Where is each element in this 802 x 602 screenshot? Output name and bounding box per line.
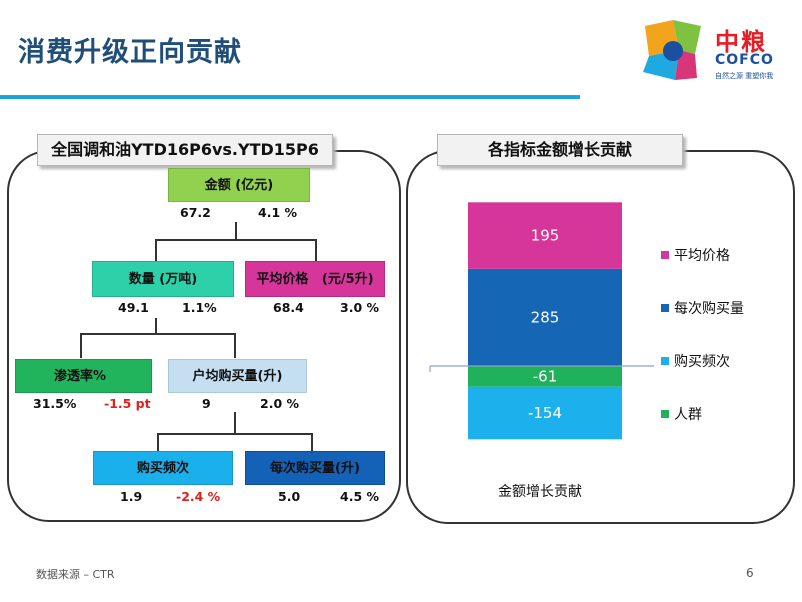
header-rule-blue [0, 96, 580, 99]
bar-segment-人群 [468, 366, 622, 387]
legend-label: 购买频次 [674, 354, 730, 370]
data-label: 195 [531, 227, 560, 245]
node-frequency-value: 1.9 [120, 489, 143, 504]
node-per-purchase-growth: 4.5 % [340, 489, 380, 504]
legend-swatch [661, 357, 669, 365]
node-penetration: 渗透率% [15, 359, 152, 393]
logo-tagline: 自然之源 重塑你我 [715, 72, 774, 80]
node-frequency: 购买频次 [93, 451, 233, 485]
right-panel-title: 各指标金额增长贡献 [437, 134, 683, 166]
node-avg-price-growth: 3.0 % [340, 300, 380, 315]
data-label: -61 [533, 367, 558, 385]
legend-swatch [661, 304, 669, 312]
tree-line [80, 333, 82, 358]
page-number: 6 [746, 566, 754, 580]
node-per-purchase: 每次购买量(升) [245, 451, 385, 485]
node-frequency-change: -2.4 % [176, 489, 221, 504]
tree-line [234, 412, 236, 434]
node-per-household-growth: 2.0 % [260, 396, 300, 411]
node-per-purchase-value: 5.0 [278, 489, 301, 504]
chart-xlabel: 金额增长贡献 [498, 484, 582, 500]
node-amount-growth: 4.1 % [258, 205, 298, 220]
tree-line [311, 433, 313, 451]
node-penetration-value: 31.5% [33, 396, 77, 411]
node-volume-growth: 1.1% [182, 300, 217, 315]
legend-label: 每次购买量 [674, 301, 744, 317]
node-avg-price-value: 68.4 [273, 300, 304, 315]
footer-source: 数据来源 – CTR [36, 568, 115, 581]
logo-brand-en: COFCO [715, 52, 774, 68]
tree-line [234, 333, 236, 358]
tree-line [80, 333, 236, 335]
tree-line [157, 433, 159, 451]
tree-line [155, 318, 157, 334]
node-volume: 数量 (万吨) [92, 261, 234, 297]
tree-line [155, 239, 317, 241]
node-per-household-value: 9 [202, 396, 211, 411]
bar-segment-每次购买量 [468, 268, 622, 366]
node-volume-value: 49.1 [118, 300, 149, 315]
legend-swatch [661, 251, 669, 259]
data-label: -154 [528, 404, 562, 422]
node-per-household: 户均购买量(升) [168, 359, 307, 393]
node-penetration-change: -1.5 pt [104, 396, 151, 411]
data-label: 285 [531, 308, 560, 326]
bar-segment-购买频次 [468, 386, 622, 440]
node-amount-value: 67.2 [180, 205, 211, 220]
cofco-logo-mark [643, 20, 701, 80]
page-title: 消费升级正向贡献 [18, 37, 242, 68]
logo-brand-cn: 中粮 [715, 28, 767, 56]
cofco-logo: 中粮 COFCO 自然之源 重塑你我 [635, 16, 795, 86]
node-amount: 金额 (亿元) [168, 168, 310, 202]
tree-line [157, 433, 313, 435]
legend-label: 人群 [674, 407, 702, 423]
bar-segment-平均价格 [468, 202, 622, 269]
node-avg-price: 平均价格 (元/5升) [245, 261, 385, 297]
legend-label: 平均价格 [674, 248, 730, 264]
tree-line [315, 239, 317, 261]
tree-line [235, 222, 237, 240]
left-panel-title: 全国调和油YTD16P6vs.YTD15P6 [37, 134, 333, 166]
tree-line [155, 239, 157, 261]
legend-swatch [661, 410, 669, 418]
